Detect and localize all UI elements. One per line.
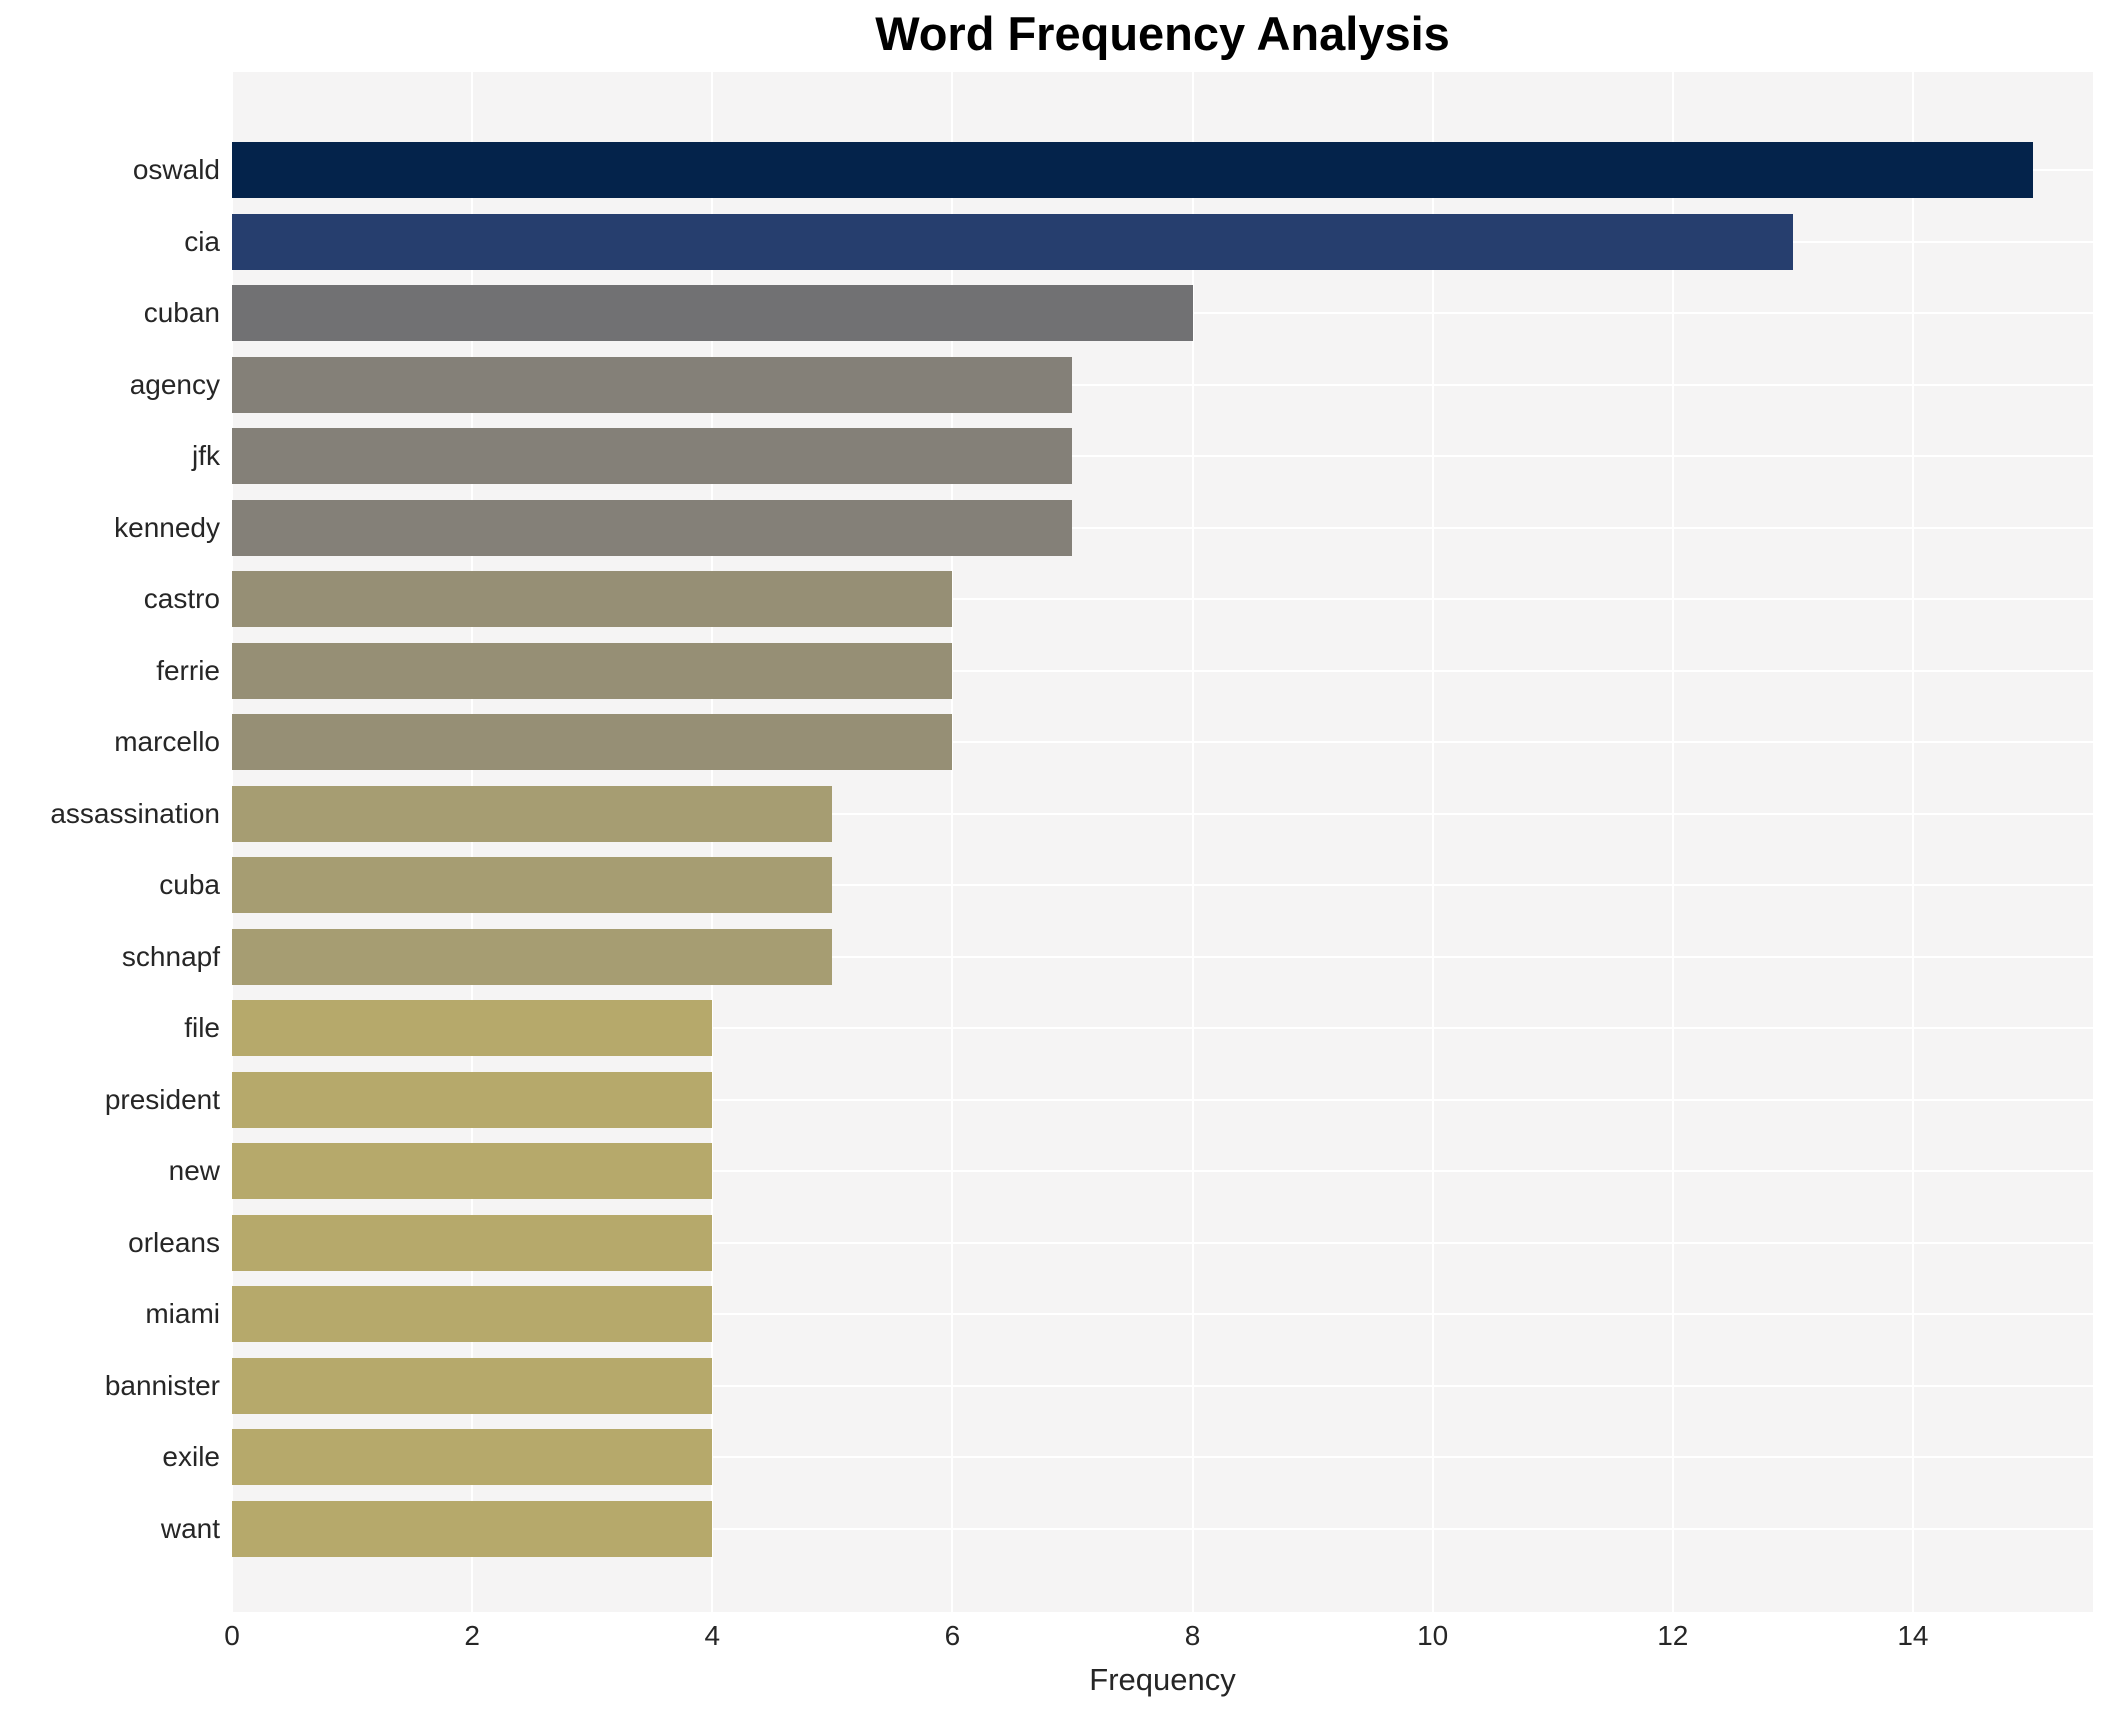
- plot-area: [231, 72, 2093, 1612]
- bar-agency: [232, 356, 1073, 413]
- bar-exile: [232, 1429, 713, 1485]
- y-gridline: [232, 1384, 2093, 1387]
- bar-miami: [232, 1286, 713, 1342]
- x-tick-label-0: 0: [224, 1620, 240, 1651]
- y-gridline: [232, 955, 2093, 958]
- bar-president: [232, 1071, 713, 1128]
- bar-cuba: [232, 857, 833, 913]
- x-tick-label-14: 14: [1897, 1620, 1929, 1651]
- category-label-agency: agency: [129, 368, 220, 400]
- x-axis-tick-labels: 0 2 4 6 8 10 12 14: [0, 1620, 2111, 1660]
- category-label-file: file: [184, 1012, 220, 1043]
- bar-assassination: [232, 785, 833, 842]
- x-gridline: [1191, 72, 1194, 1612]
- y-gridline: [232, 812, 2093, 815]
- x-tick-label-2: 2: [464, 1620, 480, 1651]
- x-tick-label-4: 4: [704, 1620, 721, 1651]
- x-tick-label-12: 12: [1657, 1620, 1689, 1651]
- y-gridline: [232, 1527, 2093, 1530]
- x-tick-label-8: 8: [1184, 1620, 1201, 1651]
- y-gridline: [232, 1456, 2093, 1458]
- category-label-cuba: cuba: [159, 869, 220, 900]
- bar-file: [232, 1000, 713, 1056]
- bar-schnapf: [232, 928, 833, 985]
- y-gridline: [232, 1027, 2093, 1029]
- category-label-exile: exile: [162, 1441, 220, 1472]
- y-gridline: [232, 598, 2093, 600]
- bar-cuban: [232, 285, 1193, 341]
- bar-castro: [232, 571, 953, 627]
- x-axis-title: Frequency: [1089, 1662, 1236, 1697]
- category-label-miami: miami: [145, 1298, 220, 1329]
- category-label-cia: cia: [184, 225, 220, 257]
- y-gridline: [232, 741, 2093, 743]
- category-label-oswald: oswald: [132, 154, 220, 185]
- y-gridline: [232, 1170, 2093, 1172]
- x-gridline: [231, 72, 233, 1612]
- y-axis-category-labels: oswald cia cuban agency jfk kennedy castro ferr…: [0, 72, 220, 1612]
- bar-marcello: [232, 714, 953, 770]
- category-label-ferrie: ferrie: [156, 654, 220, 686]
- y-gridline: [232, 383, 2093, 386]
- bar-cia: [232, 213, 1793, 270]
- category-label-bannister: bannister: [104, 1369, 220, 1401]
- bar-kennedy: [232, 499, 1073, 556]
- bar-orleans: [232, 1214, 713, 1271]
- category-label-jfk: jfk: [192, 440, 220, 471]
- category-label-schnapf: schnapf: [121, 940, 220, 972]
- category-label-president: president: [104, 1083, 220, 1115]
- category-label-new: new: [168, 1155, 220, 1186]
- x-gridline: [1431, 72, 1434, 1612]
- category-label-marcello: marcello: [114, 726, 220, 757]
- x-gridline: [1911, 72, 1914, 1612]
- x-tick-label-10: 10: [1417, 1620, 1449, 1651]
- y-gridline: [232, 526, 2093, 529]
- x-tick-label-6: 6: [944, 1620, 961, 1651]
- y-gridline: [232, 1241, 2093, 1244]
- category-label-cuban: cuban: [143, 297, 220, 328]
- bar-ferrie: [232, 642, 953, 699]
- category-label-orleans: orleans: [128, 1226, 220, 1258]
- y-gridline: [232, 884, 2093, 886]
- x-gridline: [471, 72, 474, 1612]
- bar-oswald: [232, 142, 2033, 198]
- bar-new: [232, 1143, 713, 1199]
- category-label-castro: castro: [143, 583, 220, 614]
- chart-title: Word Frequency Analysis: [875, 7, 1450, 60]
- y-gridline: [232, 1313, 2093, 1315]
- category-label-assassination: assassination: [50, 797, 220, 829]
- y-gridline: [232, 1098, 2093, 1101]
- bar-want: [232, 1500, 713, 1557]
- x-gridline: [951, 72, 954, 1612]
- y-gridline: [232, 669, 2093, 672]
- category-label-kennedy: kennedy: [114, 511, 220, 543]
- x-gridline: [1671, 72, 1674, 1612]
- category-label-want: want: [160, 1512, 220, 1544]
- y-gridline: [232, 455, 2093, 457]
- bar-jfk: [232, 428, 1073, 484]
- x-gridline: [711, 72, 714, 1612]
- bar-bannister: [232, 1357, 713, 1414]
